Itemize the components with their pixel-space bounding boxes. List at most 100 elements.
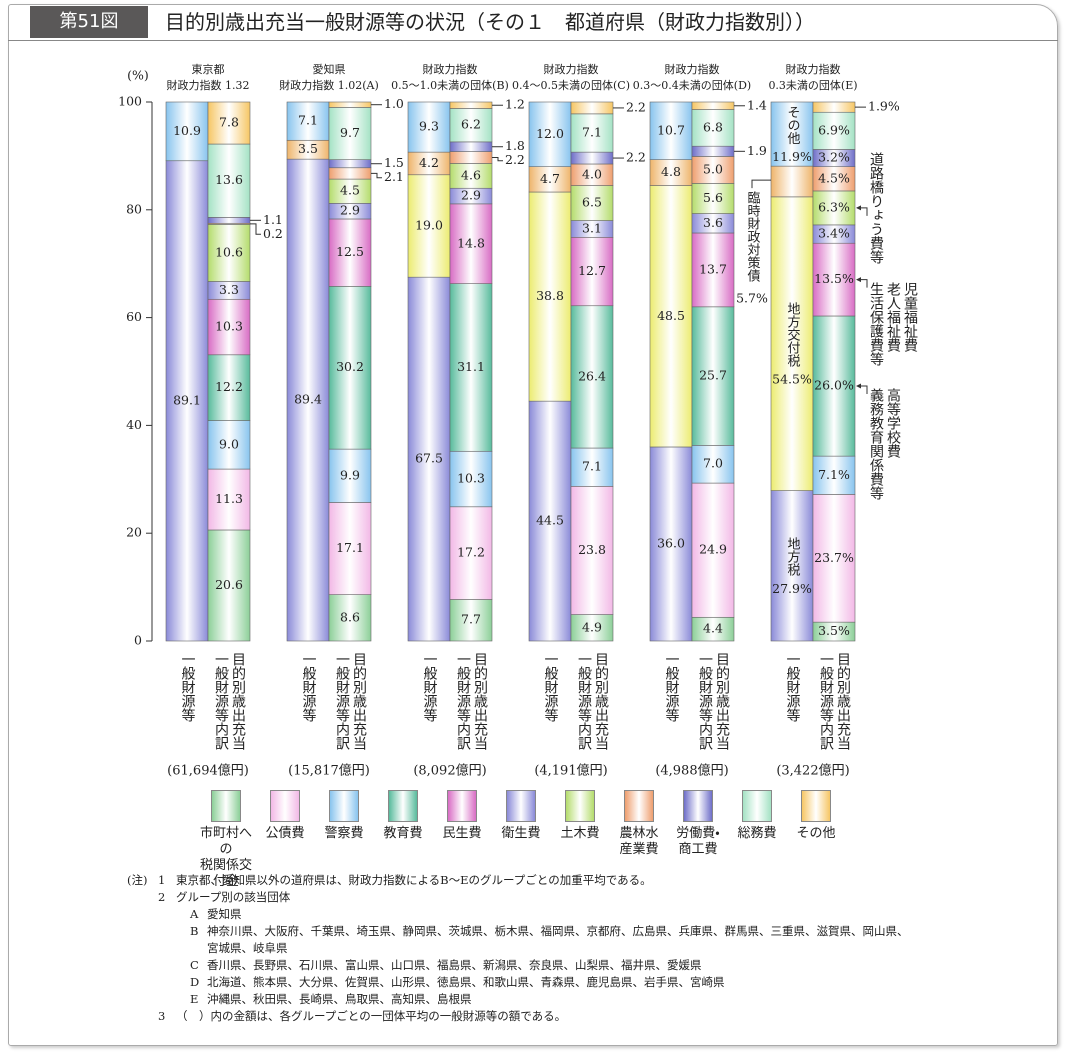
bar-label: 一般財源等 (300, 652, 317, 722)
value-label: 1.0 (384, 96, 404, 111)
value-label: 6.9% (818, 122, 850, 137)
group-name: 財政力指数 (423, 62, 478, 76)
note-arrow (856, 205, 861, 211)
bar-segment (207, 529, 251, 642)
legend-swatch (683, 790, 713, 822)
value-label: 9.9 (340, 467, 360, 482)
figure-number: 第51図 (30, 6, 148, 38)
note-number: 3 (158, 1009, 166, 1023)
value-label: 3.3 (219, 282, 239, 297)
group-name: 東京都 (192, 63, 225, 76)
value-label: 9.7 (340, 125, 360, 140)
bar-segment (449, 450, 493, 508)
bar-segment (328, 218, 372, 287)
note-row: B 神奈川県、大阪府、千葉県、埼玉県、静岡県、茨城県、栃木県、福岡県、京都府、広島… (127, 923, 917, 957)
note-number: 2 (158, 890, 166, 904)
legend-item: 総務費 (725, 790, 789, 842)
value-label: 7.1 (582, 459, 602, 474)
value-label: 11.3 (215, 491, 243, 506)
segment-name: その他 (785, 106, 801, 146)
bar-segment (328, 167, 372, 180)
value-label: 26.4 (578, 368, 606, 383)
bar-segment (812, 166, 856, 192)
bar-label: 目的別歳出充当一般財源等内訳 (213, 652, 246, 750)
bar-segment (328, 594, 372, 642)
bar-label: 目的別歳出充当一般財源等内訳 (697, 652, 730, 750)
bar-segment (812, 455, 856, 495)
note-label (127, 1008, 158, 1025)
value-label: 26.0% (814, 378, 854, 393)
y-tick-label: 100 (118, 94, 142, 109)
group-amount: (8,092億円) (413, 764, 486, 779)
note-number: 1 (158, 873, 166, 887)
note-text: （ ）内の金額は、各グループごとの一団体平均の一般財源等の額である。 (176, 1009, 567, 1023)
bar-segment (407, 276, 451, 642)
note-text: 香川県、長野県、石川県、富山県、山口県、福島県、新潟県、奈良県、山梨県、福井県、… (207, 958, 702, 972)
note-row: E 沖縄県、秋田県、長崎県、鳥取県、高知県、島根県 (127, 991, 917, 1008)
group-sub: 財政力指数 1.02(A) (279, 78, 379, 92)
value-label: 2.1 (384, 169, 404, 184)
y-tick-label: 80 (126, 201, 142, 216)
value-label: 27.9% (772, 581, 812, 596)
note-indent (158, 957, 176, 974)
bar-segment (812, 242, 856, 317)
bar-segment (570, 305, 614, 449)
note-row: 3 （ ）内の金額は、各グループごとの一団体平均の一般財源等の額である。 (127, 1008, 917, 1025)
bar-segment (570, 614, 614, 642)
value-label: 17.1 (336, 540, 364, 555)
group-name: 愛知県 (313, 62, 346, 76)
value-label: 12.5 (336, 244, 364, 259)
legend-item: 衛生費 (489, 790, 553, 842)
legend-label: 総務費 (737, 826, 777, 841)
bar-segment (328, 101, 372, 108)
value-label: 30.2 (336, 359, 364, 374)
bar-segment (207, 217, 251, 224)
value-label: 4.6 (461, 167, 481, 182)
value-label: 6.2 (461, 117, 481, 132)
segment-name: 地方交付税 (785, 302, 801, 368)
value-label: 5.7% (736, 291, 768, 306)
bar-segment (770, 196, 814, 491)
value-label: 1.4 (747, 97, 767, 112)
note-row: C 香川県、長野県、石川県、富山県、山口県、福島県、新潟県、奈良県、山梨県、福井県… (127, 957, 917, 974)
note-indent (127, 906, 158, 923)
group-name: 財政力指数 (665, 62, 720, 76)
note-row: D 北海道、熊本県、大分県、佐賀県、山形県、徳島県、和歌山県、青森県、鹿児島県、岩… (127, 974, 917, 991)
bar-segment (207, 468, 251, 531)
value-label: 10.3 (215, 319, 243, 334)
legend-label: 公債費 (265, 826, 305, 841)
value-label: 1.9 (747, 143, 767, 158)
frame (8, 4, 1058, 1046)
note-indent (127, 923, 158, 957)
bar-segment (165, 160, 209, 642)
value-label: 48.5 (657, 308, 685, 323)
value-label: 7.7 (461, 612, 481, 627)
bar-segment (328, 159, 372, 169)
bar-segment (649, 185, 693, 448)
group-sub: 0.5～1.0未満の団体(B) (391, 78, 509, 92)
value-label: 5.0 (703, 161, 723, 176)
value-label: 7.0 (703, 456, 723, 471)
bar-label: 目的別歳出充当一般財源等内訳 (576, 652, 609, 750)
value-label: 4.4 (703, 621, 723, 636)
bar-segment (812, 101, 856, 113)
legend-item: その他 (784, 790, 848, 842)
value-label: 3.2% (818, 150, 850, 165)
bar-segment (812, 494, 856, 623)
bar-segment (328, 448, 372, 503)
bar-segment (449, 101, 493, 109)
value-label: 1.1 (263, 212, 283, 227)
value-label: 3.6 (703, 215, 723, 230)
legend-swatch (565, 790, 595, 822)
value-label: 2.9 (461, 188, 481, 203)
value-label: 14.8 (457, 235, 485, 250)
figure-title: 目的別歳出充当一般財源等の状況（その１ 都道府県（財政力指数別）） (165, 10, 815, 34)
bar-segment (449, 151, 493, 164)
value-label: 12.0 (536, 126, 564, 141)
legend-swatch (742, 790, 772, 822)
group-sub: 0.3未満の団体(E) (768, 78, 857, 92)
value-label: 19.0 (415, 217, 443, 232)
value-label: 10.3 (457, 471, 485, 486)
bar-segment (449, 108, 493, 143)
